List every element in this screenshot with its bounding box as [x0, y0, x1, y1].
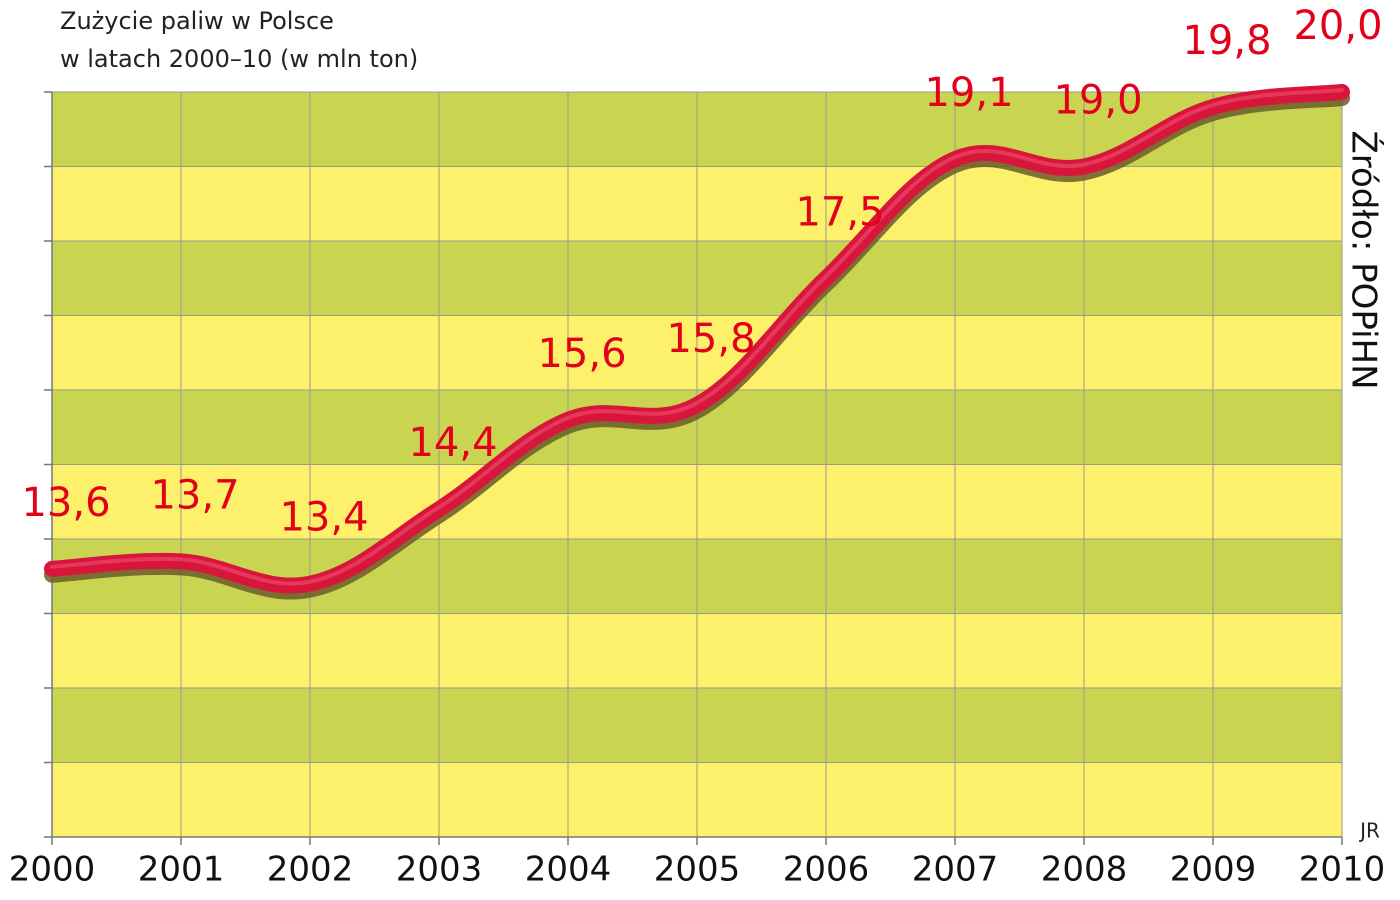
x-tick-label: 2003 — [396, 850, 483, 890]
value-label: 15,6 — [537, 331, 626, 377]
x-tick-label: 2009 — [1170, 850, 1257, 890]
x-tick-label: 2008 — [1041, 850, 1128, 890]
value-label: 15,8 — [666, 316, 755, 362]
x-tick-label: 2001 — [138, 850, 225, 890]
line-highlight — [50, 88, 1344, 586]
value-label: 13,7 — [150, 472, 239, 518]
value-label: 17,5 — [795, 189, 884, 235]
x-tick-label: 2000 — [9, 850, 96, 890]
value-label: 14,4 — [408, 420, 497, 466]
value-label: 19,1 — [924, 70, 1013, 116]
value-label: 19,0 — [1053, 78, 1142, 124]
value-label: 13,4 — [279, 495, 368, 541]
x-tick-label: 2006 — [783, 850, 870, 890]
value-label: 19,8 — [1182, 18, 1271, 64]
x-tick-label: 2007 — [912, 850, 999, 890]
chart-title: w latach 2000–10 (w mln ton) — [60, 45, 418, 73]
x-tick-label: 2002 — [267, 850, 354, 890]
x-tick-label: 2004 — [525, 850, 612, 890]
chart-title: Zużycie paliw w Polsce — [60, 7, 334, 35]
credit: JR — [1358, 819, 1380, 843]
value-label: 13,6 — [21, 480, 110, 526]
x-tick-label: 2005 — [654, 850, 741, 890]
value-label: 20,0 — [1293, 3, 1382, 49]
x-tick-label: 2010 — [1299, 850, 1386, 890]
source-note: Źródło: POPiHN — [1344, 130, 1385, 389]
